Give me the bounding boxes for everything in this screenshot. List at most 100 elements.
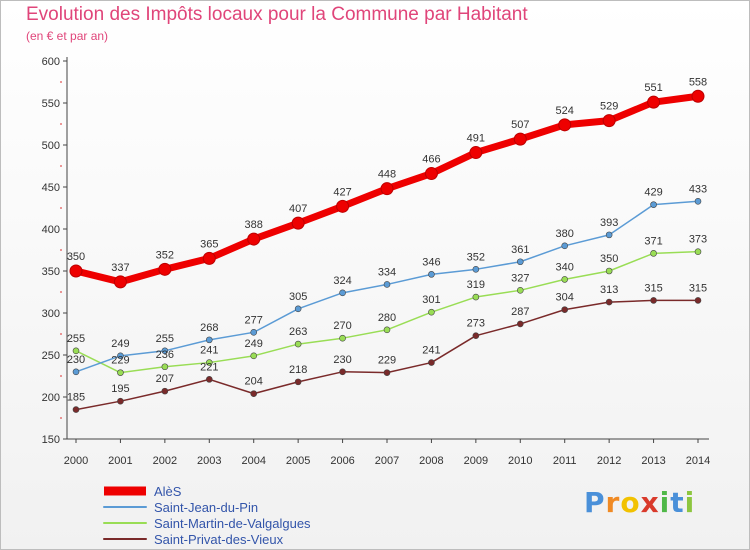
x-tick-label: 2009 (464, 455, 488, 467)
y-tick-label: 550 (42, 98, 60, 110)
data-point (247, 232, 261, 246)
data-label: 221 (200, 361, 218, 373)
data-point (472, 332, 480, 339)
data-point (117, 397, 124, 405)
data-point (294, 340, 302, 348)
data-point (205, 376, 213, 383)
data-label: 448 (378, 169, 396, 181)
data-label: 433 (689, 183, 707, 195)
data-point (472, 293, 480, 301)
data-point (516, 287, 524, 294)
x-tick-label: 2008 (419, 455, 443, 467)
x-tick-label: 2010 (508, 455, 532, 467)
series-layer (69, 89, 705, 413)
data-point (250, 329, 258, 336)
legend-label: Saint-Privat-des-Vieux (154, 532, 284, 547)
data-label: 263 (289, 326, 307, 338)
data-point (428, 359, 435, 366)
data-label: 241 (200, 345, 218, 357)
data-point (250, 390, 258, 397)
data-point (691, 89, 705, 103)
data-point (516, 320, 524, 328)
data-label: 524 (556, 105, 574, 117)
data-label: 407 (289, 203, 307, 215)
y-tick-label: 300 (42, 308, 60, 320)
data-point (205, 336, 213, 344)
data-label: 280 (378, 312, 396, 324)
data-label: 249 (245, 338, 263, 350)
data-label: 270 (333, 320, 351, 332)
data-label: 229 (378, 355, 396, 367)
data-label: 427 (333, 186, 351, 198)
data-label: 249 (111, 338, 129, 350)
data-label: 230 (67, 354, 85, 366)
data-point (428, 271, 435, 278)
y-tick-label: 600 (42, 56, 60, 68)
logo-letter: i (659, 486, 671, 519)
data-point (161, 387, 169, 395)
logo-letter: o (620, 486, 641, 519)
data-point (291, 216, 305, 230)
x-tick-label: 2005 (286, 455, 310, 467)
data-point (380, 182, 394, 196)
data-point (202, 251, 216, 265)
data-label: 273 (467, 318, 485, 330)
logo-letter: P (584, 486, 606, 519)
data-point (513, 132, 527, 146)
data-label: 315 (689, 282, 707, 294)
data-point (472, 266, 480, 273)
data-point (339, 289, 346, 297)
y-tick-label: 250 (42, 350, 60, 362)
data-point (383, 326, 391, 334)
data-label: 304 (556, 292, 574, 304)
data-point (69, 264, 83, 278)
chart-title: Evolution des Impôts locaux pour la Comm… (26, 4, 528, 25)
data-point (72, 347, 80, 355)
data-point (383, 281, 391, 288)
data-point (205, 359, 213, 366)
data-point (602, 114, 616, 128)
legend-label: Saint-Martin-de-Valgalgues (154, 516, 311, 531)
data-label: 352 (156, 249, 174, 261)
data-label: 268 (200, 322, 218, 334)
data-label: 230 (333, 354, 351, 366)
data-point (694, 297, 702, 304)
data-label: 204 (245, 376, 263, 388)
data-point (647, 95, 661, 109)
data-label: 313 (600, 284, 618, 296)
x-tick-label: 2000 (64, 455, 88, 467)
data-label: 380 (556, 228, 574, 240)
data-point (561, 276, 569, 283)
data-label: 241 (422, 345, 440, 357)
data-label: 305 (289, 291, 307, 303)
data-label: 371 (644, 235, 662, 247)
data-label: 319 (467, 279, 485, 291)
data-point (605, 231, 613, 239)
data-labels: 185 195 207 221 204 218 230 229 241 273 287 304 313 3… (67, 76, 707, 403)
data-label: 350 (67, 251, 85, 263)
x-tick-label: 2013 (641, 455, 665, 467)
data-point (424, 167, 438, 181)
legend-label: Saint-Jean-du-Pin (154, 500, 258, 515)
data-label: 195 (111, 383, 129, 395)
data-label: 551 (644, 82, 662, 94)
data-label: 218 (289, 364, 307, 376)
data-label: 365 (200, 238, 218, 250)
data-point (339, 368, 346, 376)
data-point (558, 118, 572, 132)
data-label: 327 (511, 272, 529, 284)
data-point (650, 250, 657, 257)
x-tick-label: 2014 (686, 455, 710, 467)
y-tick-label: 450 (42, 182, 60, 194)
data-point (694, 197, 702, 205)
data-point (605, 298, 613, 306)
data-point (294, 378, 302, 386)
data-point (158, 262, 172, 276)
data-label: 340 (556, 261, 574, 273)
data-label: 429 (644, 187, 662, 199)
data-label: 352 (467, 251, 485, 263)
data-point (561, 306, 569, 313)
data-point (161, 347, 169, 355)
logo-letter: i (684, 486, 696, 519)
y-tick-label: 500 (42, 140, 60, 152)
